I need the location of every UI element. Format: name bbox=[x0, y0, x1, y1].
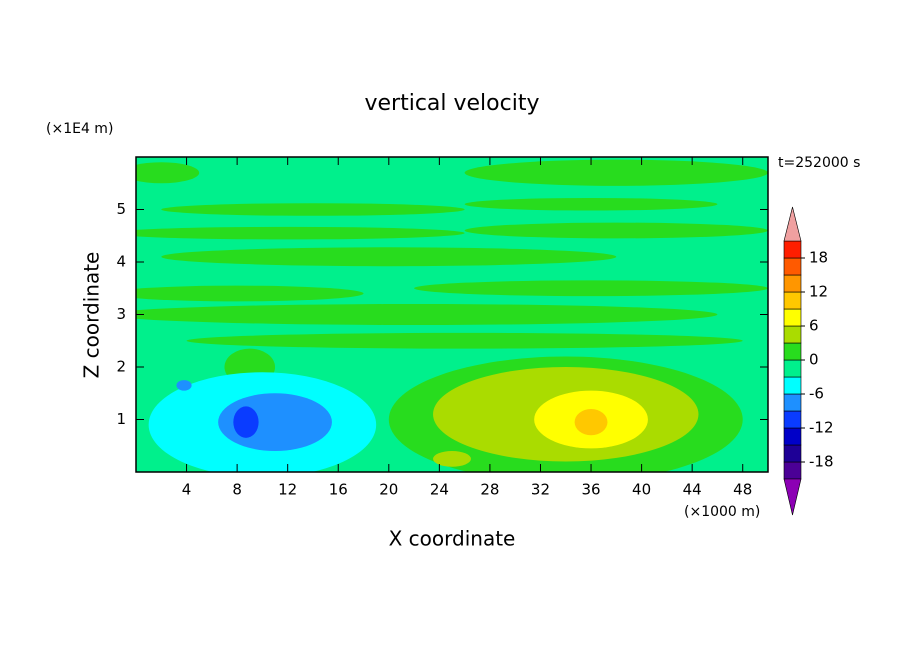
colorbar-box bbox=[783, 376, 802, 395]
x-tick-label: 36 bbox=[581, 481, 600, 499]
colorbar-box bbox=[783, 325, 802, 344]
colorbar-box bbox=[783, 393, 802, 412]
x-tick-label: 12 bbox=[278, 481, 297, 499]
x-tick-label: 48 bbox=[733, 481, 752, 499]
y-tick-label: 1 bbox=[116, 410, 126, 428]
contour-region bbox=[464, 159, 768, 186]
colorbar-tick-label: 12 bbox=[809, 283, 828, 301]
colorbar-box bbox=[783, 461, 802, 480]
contour-region bbox=[433, 451, 471, 467]
colorbar-box bbox=[783, 427, 802, 446]
contour-field bbox=[136, 157, 768, 472]
contour-region bbox=[136, 226, 465, 240]
colorbar-box bbox=[783, 359, 802, 378]
colorbar-tick-label: -18 bbox=[809, 453, 834, 471]
x-tick-label: 4 bbox=[182, 481, 192, 499]
contour-region bbox=[464, 197, 718, 211]
contour-region bbox=[161, 247, 617, 267]
y-tick-label: 5 bbox=[116, 200, 126, 218]
chart-title: vertical velocity bbox=[364, 91, 539, 116]
time-label: t=252000 s bbox=[778, 155, 860, 171]
y-tick-label: 4 bbox=[116, 253, 126, 271]
colorbar-box bbox=[783, 257, 802, 276]
contour-region bbox=[574, 409, 608, 436]
colorbar-tick-label: -12 bbox=[809, 419, 834, 437]
colorbar-box bbox=[783, 240, 802, 259]
x-tick-label: 20 bbox=[379, 481, 398, 499]
x-tick-label: 44 bbox=[683, 481, 702, 499]
y-axis-label: Z coordinate bbox=[80, 252, 104, 379]
colorbar-tick-label: -6 bbox=[809, 385, 824, 403]
y-tick-label: 2 bbox=[116, 358, 126, 376]
y-unit: (×1E4 m) bbox=[46, 121, 113, 137]
contour-region bbox=[176, 380, 192, 391]
contour-region bbox=[161, 203, 465, 216]
colorbar-box bbox=[783, 342, 802, 361]
x-tick-label: 40 bbox=[632, 481, 651, 499]
colorbar-box bbox=[783, 291, 802, 310]
y-tick-label: 3 bbox=[116, 305, 126, 323]
contour-region bbox=[233, 406, 259, 438]
contour-region bbox=[136, 304, 718, 325]
colorbar-box bbox=[783, 444, 802, 463]
colorbar-box bbox=[783, 410, 802, 429]
x-tick-label: 32 bbox=[531, 481, 550, 499]
contour-region bbox=[186, 332, 743, 349]
colorbar: -18 -12 -6 0 6 12 18 bbox=[783, 206, 834, 516]
x-tick-label: 24 bbox=[430, 481, 449, 499]
colorbar-tick-label: 18 bbox=[809, 249, 828, 267]
contour-region bbox=[464, 222, 768, 239]
x-tick-label: 28 bbox=[480, 481, 499, 499]
x-unit: (×1000 m) bbox=[684, 504, 760, 520]
x-tick-label: 8 bbox=[232, 481, 242, 499]
colorbar-under-arrow bbox=[783, 478, 802, 516]
contour-region bbox=[136, 285, 364, 302]
colorbar-tick-label: 0 bbox=[809, 351, 819, 369]
x-tick-label: 16 bbox=[329, 481, 348, 499]
colorbar-box bbox=[783, 308, 802, 327]
contour-region bbox=[414, 280, 768, 297]
colorbar-over-arrow bbox=[783, 206, 802, 242]
colorbar-box bbox=[783, 274, 802, 293]
colorbar-tick-label: 6 bbox=[809, 317, 819, 335]
contour-region bbox=[136, 162, 200, 184]
x-axis-label: X coordinate bbox=[389, 527, 516, 551]
